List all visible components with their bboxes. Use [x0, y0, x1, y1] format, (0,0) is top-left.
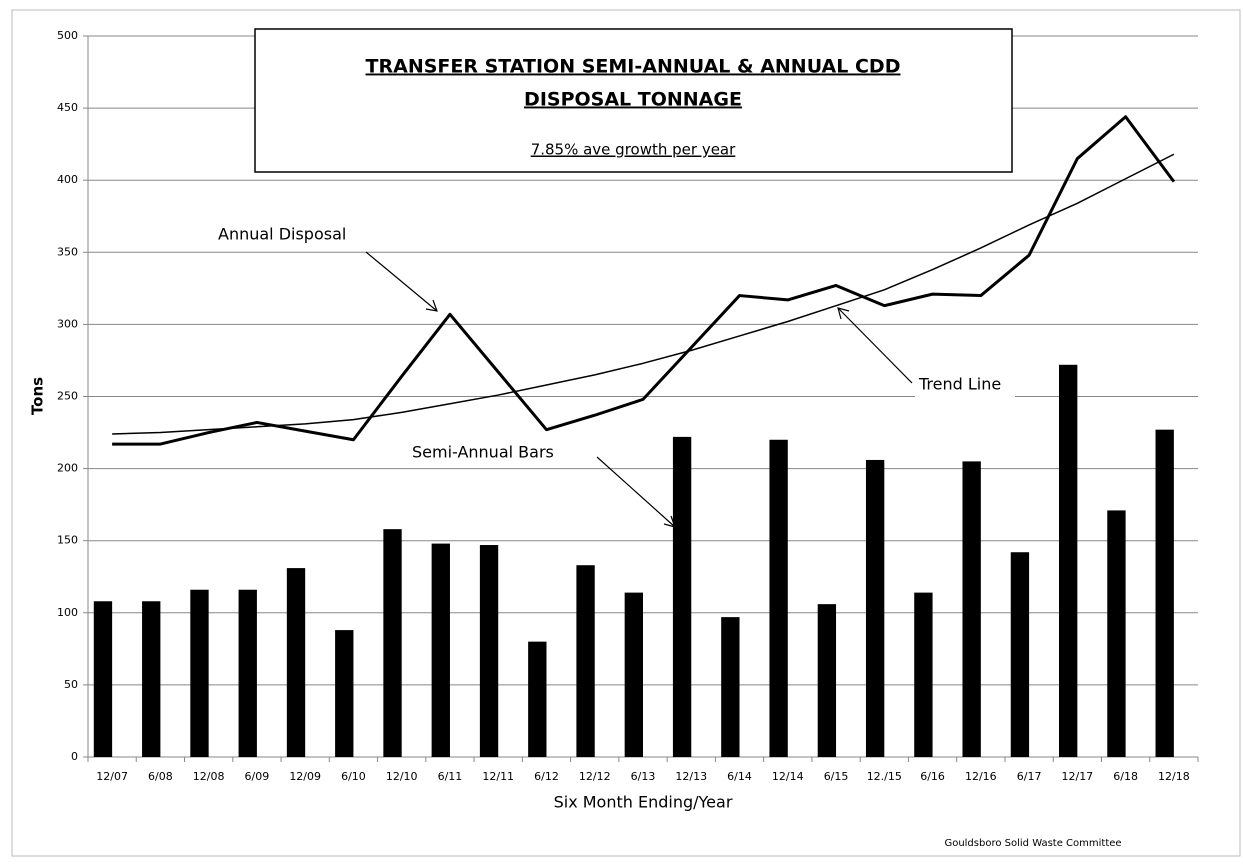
y-tick-label: 400	[57, 173, 78, 186]
footer: Gouldsboro Solid Waste Committee	[944, 838, 1121, 849]
bar	[190, 589, 209, 757]
x-tick-label: 6/15	[824, 770, 849, 783]
arrow	[365, 251, 438, 312]
y-tick-label: 150	[57, 534, 78, 547]
x-tick-label: 6/08	[148, 770, 173, 783]
bar	[431, 543, 450, 757]
bar	[962, 461, 981, 757]
arrow	[837, 307, 913, 384]
annotation-bg	[915, 372, 1015, 398]
y-tick-label: 300	[57, 317, 78, 330]
bar	[238, 589, 257, 757]
title-box	[254, 28, 1013, 173]
x-tick-label: 12./15	[867, 770, 902, 783]
x-tick-label: 12/14	[772, 770, 804, 783]
bar	[1155, 429, 1174, 757]
x-tick-label: 12/17	[1061, 770, 1093, 783]
annotation: Semi-Annual Bars	[412, 443, 554, 462]
bar	[93, 601, 113, 757]
x-tick-label: 12/10	[386, 770, 418, 783]
x-tick-label: 6/18	[1113, 770, 1138, 783]
arrow-head	[663, 515, 676, 528]
annotation: Trend Line	[918, 375, 1001, 394]
x-tick-label: 12/18	[1158, 770, 1190, 783]
x-tick-label: 6/17	[1017, 770, 1042, 783]
annotation: Annual Disposal	[218, 225, 346, 244]
chart-title: DISPOSAL TONNAGE	[524, 89, 742, 111]
arrow-head	[425, 299, 438, 312]
bar	[672, 436, 692, 757]
x-axis-label: Six Month Ending/Year	[554, 793, 733, 812]
y-tick-label: 50	[64, 678, 78, 691]
bar	[528, 641, 547, 757]
annotation-bg	[213, 222, 373, 248]
bar	[479, 545, 499, 757]
y-tick-label: 0	[71, 750, 78, 763]
x-tick-label: 12/07	[96, 770, 128, 783]
bar	[721, 617, 740, 757]
y-tick-label: 500	[57, 29, 78, 42]
bar	[1010, 552, 1030, 757]
bar	[142, 601, 161, 757]
bar	[624, 592, 643, 757]
x-tick-label: 12/16	[965, 770, 997, 783]
chart-title: TRANSFER STATION SEMI-ANNUAL & ANNUAL CD…	[366, 56, 901, 78]
bar	[576, 565, 595, 757]
line	[112, 115, 1176, 446]
x-tick-label: 6/09	[245, 770, 270, 783]
arrow	[596, 456, 676, 528]
line	[112, 153, 1175, 435]
bar	[914, 592, 933, 757]
y-tick-label: 350	[57, 245, 78, 258]
x-tick-label: 12/09	[289, 770, 321, 783]
x-tick-label: 6/11	[438, 770, 463, 783]
bar	[865, 459, 885, 757]
x-tick-label: 6/13	[631, 770, 656, 783]
arrows	[365, 251, 913, 528]
x-tick-label: 12/13	[675, 770, 707, 783]
y-axis-label: Tons	[29, 377, 47, 415]
bar	[286, 568, 306, 757]
y-tick-label: 200	[57, 462, 78, 475]
x-tick-label: 12/12	[579, 770, 611, 783]
bar	[769, 439, 788, 757]
x-tick-label: 12/11	[482, 770, 514, 783]
x-tick-label: 6/16	[920, 770, 945, 783]
y-tick-label: 250	[57, 390, 78, 403]
bar	[335, 630, 354, 757]
x-tick-label: 12/08	[193, 770, 225, 783]
plot-area: 0 50 100 150 200 250 300 350 400 450 500 12/07 6/08 1…	[57, 29, 1199, 783]
chart-subtitle: 7.85% ave growth per year	[531, 141, 736, 159]
y-tick-label: 450	[57, 101, 78, 114]
annotation-bg	[408, 440, 593, 466]
x-tick-label: 6/10	[341, 770, 366, 783]
x-tick-label: 6/12	[534, 770, 559, 783]
bar	[817, 604, 837, 757]
x-tick-label: 6/14	[727, 770, 752, 783]
bar	[1059, 364, 1078, 757]
bar	[383, 529, 402, 757]
bar	[1107, 510, 1126, 757]
arrow-head	[837, 307, 850, 320]
y-tick-label: 100	[57, 606, 78, 619]
chart-border	[11, 9, 1241, 857]
